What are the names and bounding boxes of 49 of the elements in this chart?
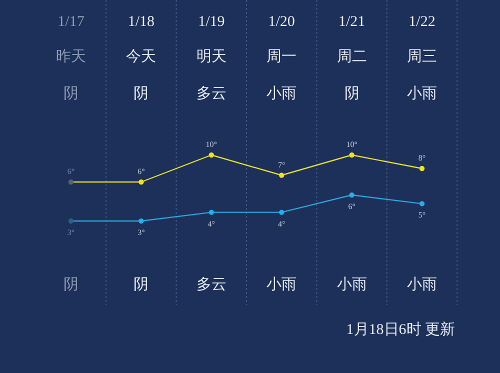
point <box>349 192 354 198</box>
text: 多云 <box>196 276 226 293</box>
data-label: 10° <box>206 140 217 149</box>
data-label: 6° <box>67 167 75 176</box>
point <box>138 218 144 224</box>
data-label: 7° <box>278 160 286 170</box>
x-tick-label: 1/18 <box>128 14 155 30</box>
text: 阴 <box>64 86 78 102</box>
data-label: 10° <box>346 140 358 149</box>
data-label: 3° <box>138 228 145 237</box>
text: 小雨 <box>266 85 297 102</box>
point <box>208 210 214 215</box>
point <box>419 166 425 172</box>
data-label: 4° <box>208 219 215 228</box>
text: 1月18日6时 更新 <box>346 321 455 338</box>
point <box>279 172 284 178</box>
x-tick-label: 1/19 <box>198 14 225 30</box>
x-tick-label: 1/17 <box>58 14 85 30</box>
data-label: 6° <box>348 202 356 211</box>
text: 阴 <box>344 86 360 102</box>
text: 小雨 <box>407 276 437 293</box>
point <box>68 179 74 185</box>
text: 周三 <box>407 49 437 65</box>
text: 周一 <box>266 49 297 65</box>
x-tick-label: 1/22 <box>408 14 436 30</box>
text: 周二 <box>336 49 367 65</box>
x-tick-label: 1/21 <box>338 14 366 30</box>
text: 昨天 <box>56 48 86 65</box>
data-label: 3° <box>67 228 75 237</box>
point <box>279 210 284 215</box>
data-label: 4° <box>278 219 286 228</box>
text: 小雨 <box>266 276 297 293</box>
point <box>138 179 144 185</box>
point <box>68 218 74 224</box>
point <box>349 152 354 158</box>
text: 小雨 <box>407 85 437 102</box>
text: 阴 <box>134 277 149 293</box>
point <box>419 201 425 206</box>
text: 阴 <box>64 277 78 293</box>
text: 多云 <box>196 85 226 102</box>
text: 今天 <box>126 48 156 65</box>
data-label: 6° <box>138 167 145 176</box>
data-label: 5° <box>418 210 426 220</box>
point <box>208 152 214 158</box>
data-label: 8° <box>418 154 426 162</box>
text: 阴 <box>134 86 149 102</box>
x-tick-label: 1/20 <box>268 14 295 30</box>
text: 小雨 <box>336 276 367 293</box>
text: 明天 <box>196 49 226 65</box>
